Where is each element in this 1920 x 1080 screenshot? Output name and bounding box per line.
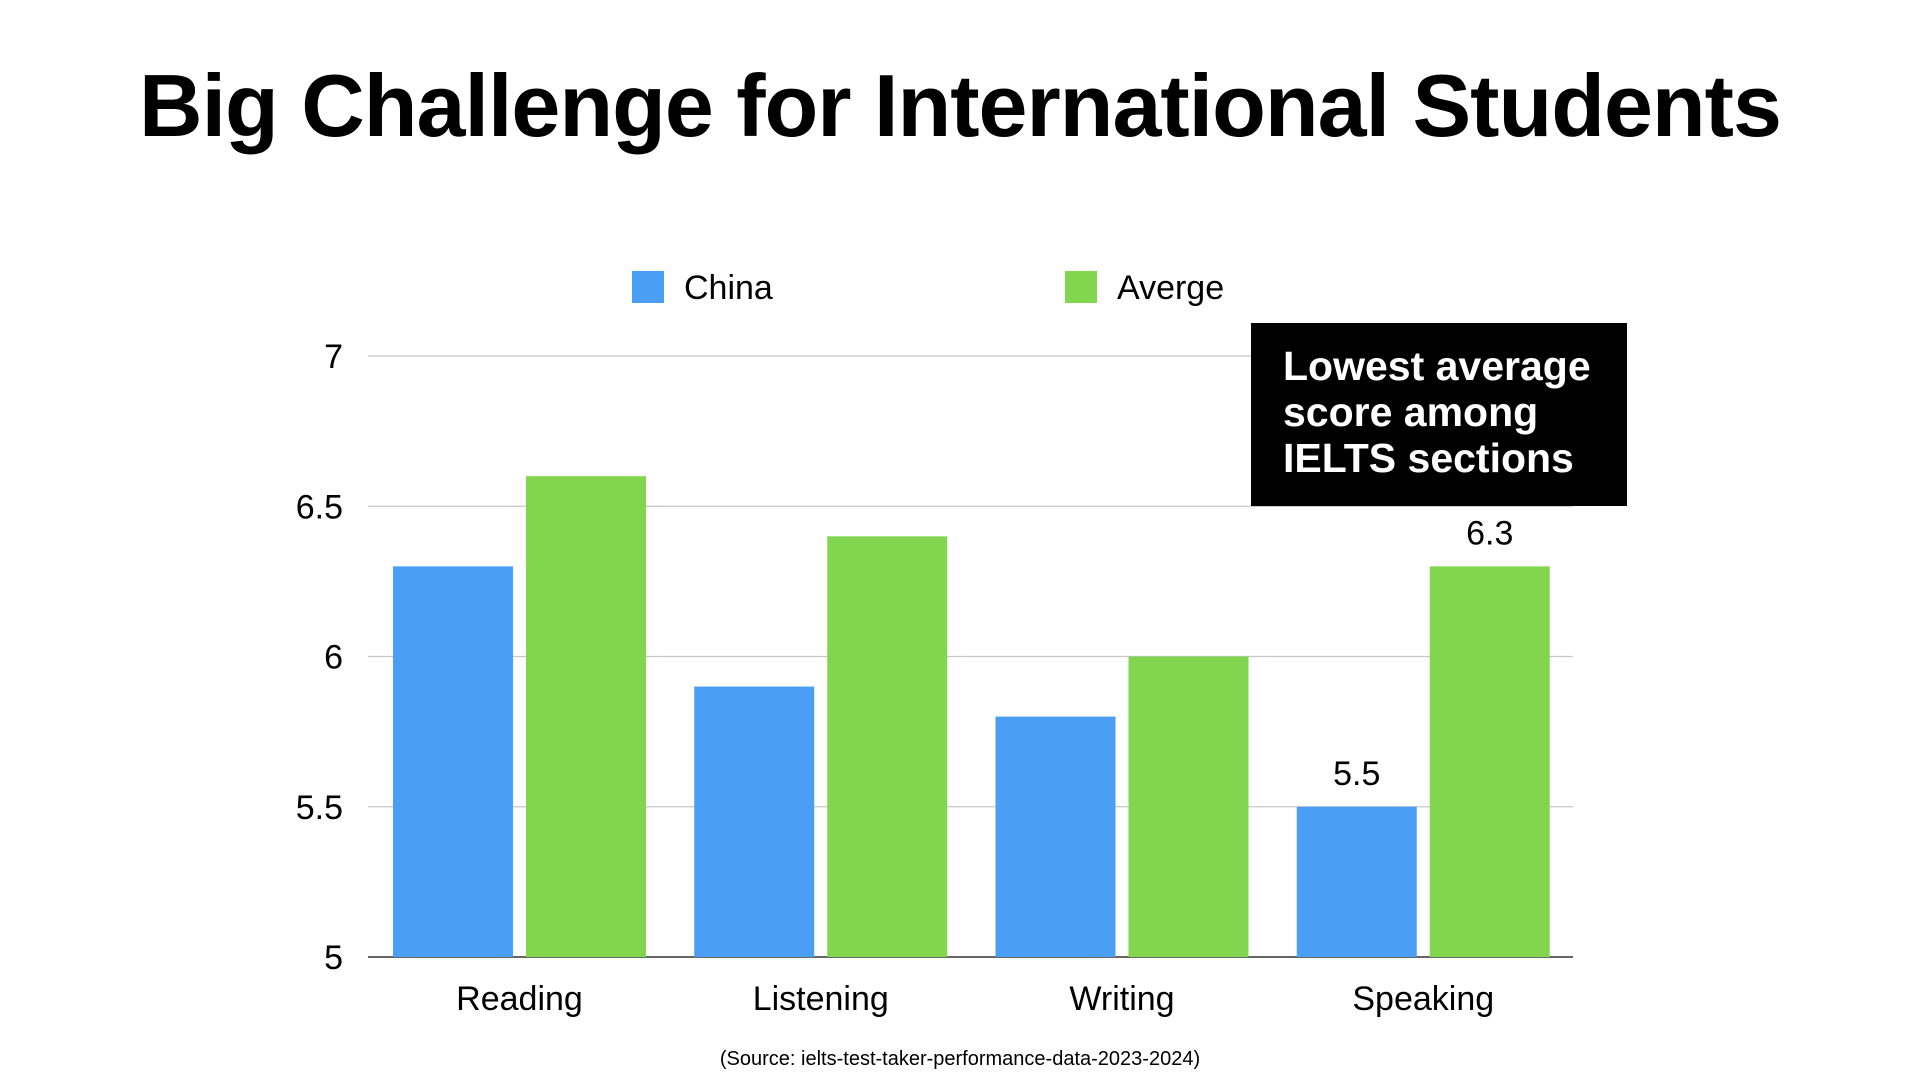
source-note: (Source: ielts-test-taker-performance-da… — [719, 1048, 1201, 1070]
bar-china-speaking — [1296, 806, 1417, 957]
bar-china-reading — [393, 566, 513, 957]
x-tick-label: Reading — [456, 980, 583, 1018]
y-tick-label: 7 — [324, 338, 343, 376]
bar-averge-speaking — [1429, 566, 1550, 957]
y-tick-label: 6.5 — [296, 488, 343, 526]
y-tick-label: 6 — [324, 639, 343, 677]
callout-line-2: score among — [1283, 389, 1539, 435]
bar-averge-listening — [827, 536, 948, 957]
data-label: 6.3 — [1466, 514, 1513, 552]
slide-title: Big Challenge for International Students — [139, 56, 1782, 155]
callout-line-1: Lowest average — [1283, 343, 1591, 389]
callout-box: Lowest average score among IELTS section… — [1251, 323, 1627, 506]
bar-averge-writing — [1128, 656, 1249, 957]
legend-label-averge: Averge — [1117, 269, 1224, 307]
callout-line-3: IELTS sections — [1283, 435, 1574, 481]
bar-china-listening — [694, 686, 815, 957]
data-label: 5.5 — [1333, 755, 1380, 793]
legend-swatch-averge — [1065, 271, 1097, 303]
bar-china-writing — [995, 716, 1116, 957]
y-tick-label: 5 — [324, 939, 343, 977]
x-tick-label: Speaking — [1352, 980, 1494, 1018]
legend-swatch-china — [632, 271, 664, 303]
bar-averge-reading — [526, 476, 646, 957]
x-tick-label: Writing — [1069, 980, 1174, 1018]
x-tick-label: Listening — [753, 980, 889, 1018]
y-tick-label: 5.5 — [296, 789, 343, 827]
legend-label-china: China — [684, 269, 773, 307]
